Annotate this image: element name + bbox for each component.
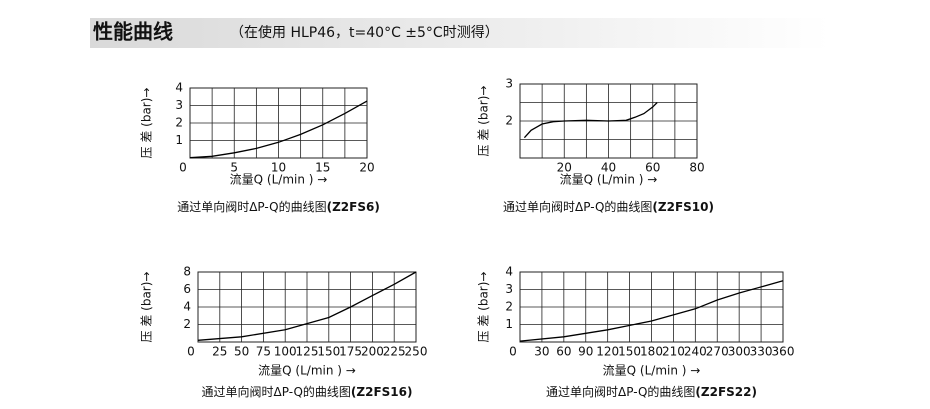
- x-axis-label: 流量Q (L/min ) →: [258, 364, 356, 378]
- x-tick-label: 25: [212, 345, 227, 359]
- plot-frame: [189, 87, 368, 159]
- x-tick-label: 300: [728, 345, 751, 359]
- caption-text: 通过单向阀时ΔP-Q的曲线图: [177, 199, 326, 214]
- x-tick-label: 40: [601, 161, 616, 175]
- y-tick-label: 4: [175, 81, 183, 95]
- x-tick-label: 100: [274, 345, 297, 359]
- x-tick-label: 120: [596, 345, 619, 359]
- y-tick-label: 6: [183, 282, 191, 296]
- x-tick-label: 80: [689, 161, 704, 175]
- plot-frame: [197, 271, 417, 343]
- y-axis-label: 压 差 (bar)→: [477, 86, 491, 157]
- caption: 通过单向阀时ΔP-Q的曲线图(Z2FS6): [177, 199, 380, 214]
- plot-frame: [519, 83, 698, 159]
- x-tick-label: 240: [684, 345, 707, 359]
- x-tick-label: 75: [256, 345, 271, 359]
- x-tick-label: 0: [187, 345, 195, 359]
- caption: 通过单向阀时ΔP-Q的曲线图(Z2FS10): [503, 199, 714, 214]
- x-axis-label: 流量Q (L/min ) →: [560, 173, 658, 187]
- x-tick-label: 0: [179, 161, 187, 175]
- x-tick-label: 30: [534, 345, 549, 359]
- x-axis-label: 流量Q (L/min ) →: [603, 364, 701, 378]
- x-tick-label: 200: [361, 345, 384, 359]
- caption-model: (Z2FS6): [327, 200, 380, 214]
- curve: [189, 100, 368, 159]
- x-tick-label: 270: [706, 345, 729, 359]
- x-tick-label: 150: [317, 345, 340, 359]
- x-tick-label: 210: [662, 345, 685, 359]
- caption-text: 通过单向阀时ΔP-Q的曲线图: [503, 199, 652, 214]
- y-tick-label: 2: [175, 116, 183, 130]
- y-tick-label: 2: [183, 317, 191, 331]
- caption: 通过单向阀时ΔP-Q的曲线图(Z2FS22): [546, 384, 757, 399]
- y-tick-label: 2: [505, 300, 513, 314]
- x-tick-label: 50: [234, 345, 249, 359]
- x-tick-label: 15: [315, 161, 330, 175]
- header-band: [90, 18, 830, 48]
- y-axis-label: 压 差 (bar)→: [140, 88, 154, 159]
- y-tick-label: 3: [505, 77, 513, 91]
- x-tick-label: 20: [557, 161, 572, 175]
- y-tick-label: 1: [175, 133, 183, 147]
- x-axis-label: 流量Q (L/min ) →: [230, 173, 328, 187]
- plot-frame: [519, 271, 784, 343]
- page-title: 性能曲线: [93, 20, 173, 44]
- x-tick-label: 150: [618, 345, 641, 359]
- x-tick-label: 5: [230, 161, 238, 175]
- x-tick-label: 20: [359, 161, 374, 175]
- x-tick-label: 175: [339, 345, 362, 359]
- x-tick-label: 360: [772, 345, 795, 359]
- caption: 通过单向阀时ΔP-Q的曲线图(Z2FS16): [202, 384, 413, 399]
- x-tick-label: 330: [750, 345, 773, 359]
- caption-model: (Z2FS22): [695, 385, 757, 399]
- y-tick-label: 2: [505, 114, 513, 128]
- caption-text: 通过单向阀时ΔP-Q的曲线图: [202, 384, 351, 399]
- page-subtitle: （在使用 HLP46，t=40°C ±5°C时测得）: [230, 24, 499, 41]
- y-tick-label: 3: [175, 98, 183, 112]
- caption-text: 通过单向阀时ΔP-Q的曲线图: [546, 384, 695, 399]
- x-tick-label: 60: [645, 161, 660, 175]
- y-tick-label: 4: [183, 300, 191, 314]
- caption-model: (Z2FS16): [351, 385, 413, 399]
- y-tick-label: 3: [505, 282, 513, 296]
- x-tick-label: 10: [271, 161, 286, 175]
- x-tick-label: 225: [383, 345, 406, 359]
- y-tick-label: 1: [505, 317, 513, 331]
- x-tick-label: 0: [509, 345, 517, 359]
- x-tick-label: 90: [578, 345, 593, 359]
- y-axis-label: 压 差 (bar)→: [140, 272, 154, 343]
- x-tick-label: 60: [556, 345, 571, 359]
- caption-model: (Z2FS10): [652, 200, 714, 214]
- y-axis-label: 压 差 (bar)→: [477, 272, 491, 343]
- x-tick-label: 125: [296, 345, 319, 359]
- x-tick-label: 250: [405, 345, 428, 359]
- curve: [519, 280, 784, 342]
- curve: [197, 271, 417, 341]
- x-tick-label: 180: [640, 345, 663, 359]
- curve: [523, 102, 658, 139]
- y-tick-label: 8: [183, 265, 191, 279]
- y-tick-label: 4: [505, 265, 513, 279]
